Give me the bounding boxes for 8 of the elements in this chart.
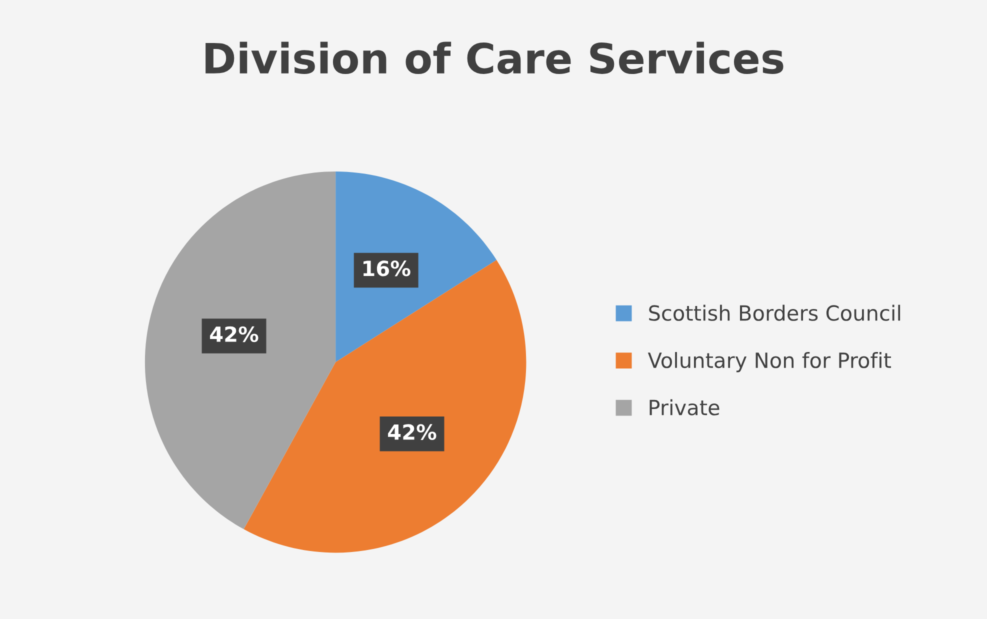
legend-label: Voluntary Non for Profit: [648, 352, 892, 372]
chart-title: Division of Care Services: [206, 42, 784, 74]
data-label: 42%: [210, 326, 258, 342]
data-label: 16%: [364, 260, 410, 276]
legend-label: Scottish Borders Council: [649, 304, 900, 321]
legend-label: Private: [650, 399, 720, 416]
data-label: 42%: [388, 424, 436, 440]
pie-slice: [144, 171, 336, 530]
